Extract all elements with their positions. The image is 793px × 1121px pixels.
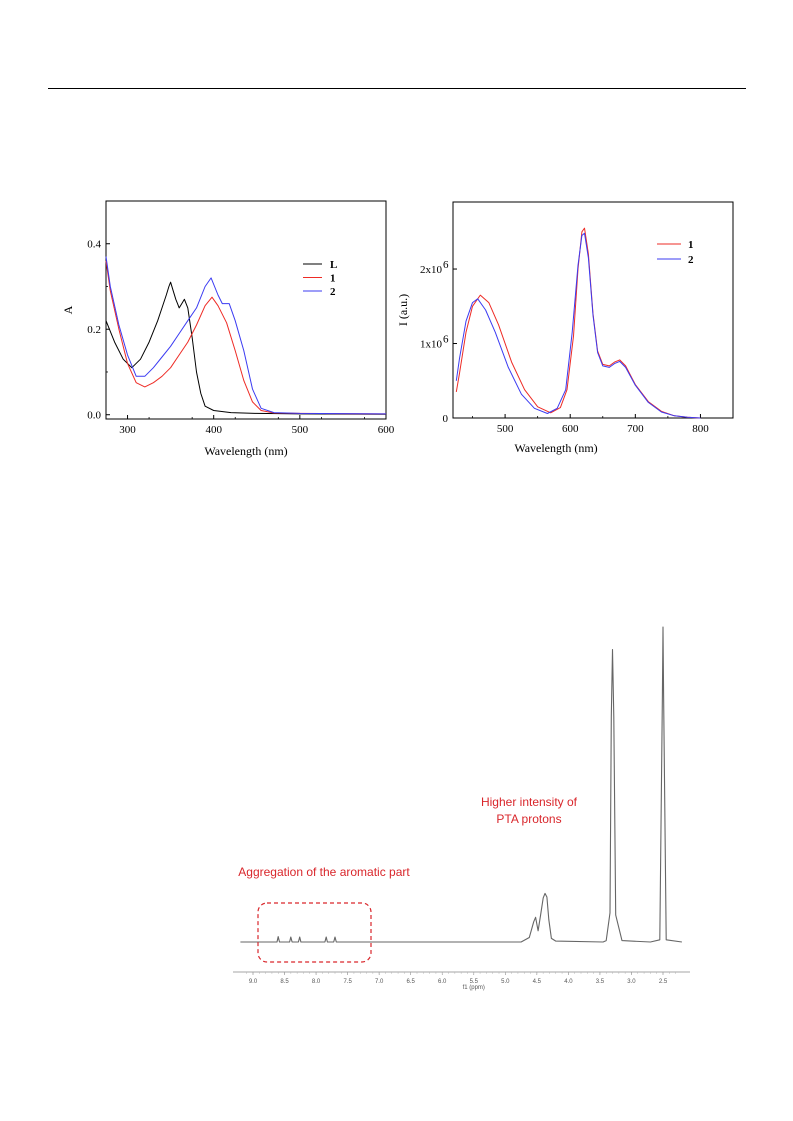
nmr-x-tick-label: 5.0 bbox=[501, 979, 510, 985]
nmr-x-tick-label: 6.0 bbox=[438, 979, 447, 985]
emission-y-tick-label: 2x10 bbox=[420, 264, 443, 276]
header-rule bbox=[48, 88, 746, 89]
pta-annotation-line2: PTA protons bbox=[496, 812, 561, 826]
nmr-x-tick-label: 5.5 bbox=[470, 979, 479, 985]
emission-x-tick-label: 700 bbox=[627, 423, 644, 435]
absorption-chart: 300 400 500 600 0.0 0.2 0.4 Wavelength (nm) A L 12 bbox=[61, 200, 395, 458]
nmr-x-tick-label: 3.0 bbox=[627, 979, 636, 985]
absorption-series-L-line bbox=[105, 281, 387, 415]
absorption-y-tick-label: 0.2 bbox=[87, 324, 101, 336]
absorption-x-tick-label: 600 bbox=[378, 424, 395, 436]
emission-y-tick-label: 0 bbox=[443, 413, 449, 425]
absorption-legend-label-1: 1 bbox=[330, 273, 336, 285]
nmr-spectrum-line bbox=[240, 626, 682, 943]
emission-series-2-line bbox=[455, 232, 701, 419]
nmr-x-axis-label: f1 (ppm) bbox=[463, 985, 485, 991]
emission-x-tick-label: 600 bbox=[562, 423, 579, 435]
emission-x-axis-label: Wavelength (nm) bbox=[514, 441, 597, 455]
nmr-chart: 9.0 8.5 8.0 7.5 7.0 6.5 6.0 5.5 5.0 4.5 4.0 3.5 3.0 2… bbox=[233, 626, 690, 991]
nmr-x-tick-label: 8.0 bbox=[312, 979, 321, 985]
emission-plot-frame bbox=[452, 201, 734, 419]
nmr-x-tick-label: 6.5 bbox=[407, 979, 416, 985]
nmr-x-tick-label: 9.0 bbox=[249, 979, 258, 985]
nmr-x-tick-label: 7.5 bbox=[343, 979, 352, 985]
emission-y-axis-label: I (a.u.) bbox=[396, 294, 410, 326]
emission-legend-label-1: 1 bbox=[688, 239, 694, 251]
absorption-legend-label-2: 2 bbox=[330, 286, 336, 298]
absorption-x-tick-label: 400 bbox=[205, 424, 222, 436]
nmr-x-tick-label: 3.5 bbox=[596, 979, 605, 985]
aromatic-annotation: Aggregation of the aromatic part bbox=[238, 865, 410, 879]
absorption-legend-label-L: L bbox=[330, 259, 337, 271]
absorption-y-tick-label: 0.4 bbox=[87, 239, 101, 251]
pta-annotation-line1: Higher intensity of bbox=[481, 795, 578, 809]
emission-series-1-line bbox=[455, 227, 701, 419]
absorption-series-2-line bbox=[105, 256, 387, 415]
nmr-x-tick-label: 2.5 bbox=[659, 979, 668, 985]
absorption-plot-frame bbox=[105, 200, 387, 420]
absorption-series-1-line bbox=[105, 260, 387, 415]
emission-legend-label-2: 2 bbox=[688, 254, 694, 266]
emission-y-tick-label: 1x10 bbox=[420, 339, 443, 351]
emission-y-tick-exponent: 6 bbox=[443, 259, 449, 271]
nmr-x-tick-label: 4.5 bbox=[533, 979, 542, 985]
absorption-x-tick-label: 500 bbox=[292, 424, 309, 436]
nmr-x-tick-label: 4.0 bbox=[564, 979, 573, 985]
absorption-x-tick-label: 300 bbox=[119, 424, 136, 436]
nmr-x-tick-label: 7.0 bbox=[375, 979, 384, 985]
emission-x-tick-label: 500 bbox=[497, 423, 514, 435]
absorption-y-tick-label: 0.0 bbox=[87, 410, 101, 422]
absorption-y-axis-label: A bbox=[61, 305, 75, 314]
aromatic-region-box bbox=[257, 902, 372, 963]
emission-y-tick-exponent: 6 bbox=[443, 334, 449, 346]
nmr-x-tick-label: 8.5 bbox=[280, 979, 289, 985]
absorption-x-axis-label: Wavelength (nm) bbox=[204, 444, 287, 458]
emission-x-tick-label: 800 bbox=[692, 423, 709, 435]
